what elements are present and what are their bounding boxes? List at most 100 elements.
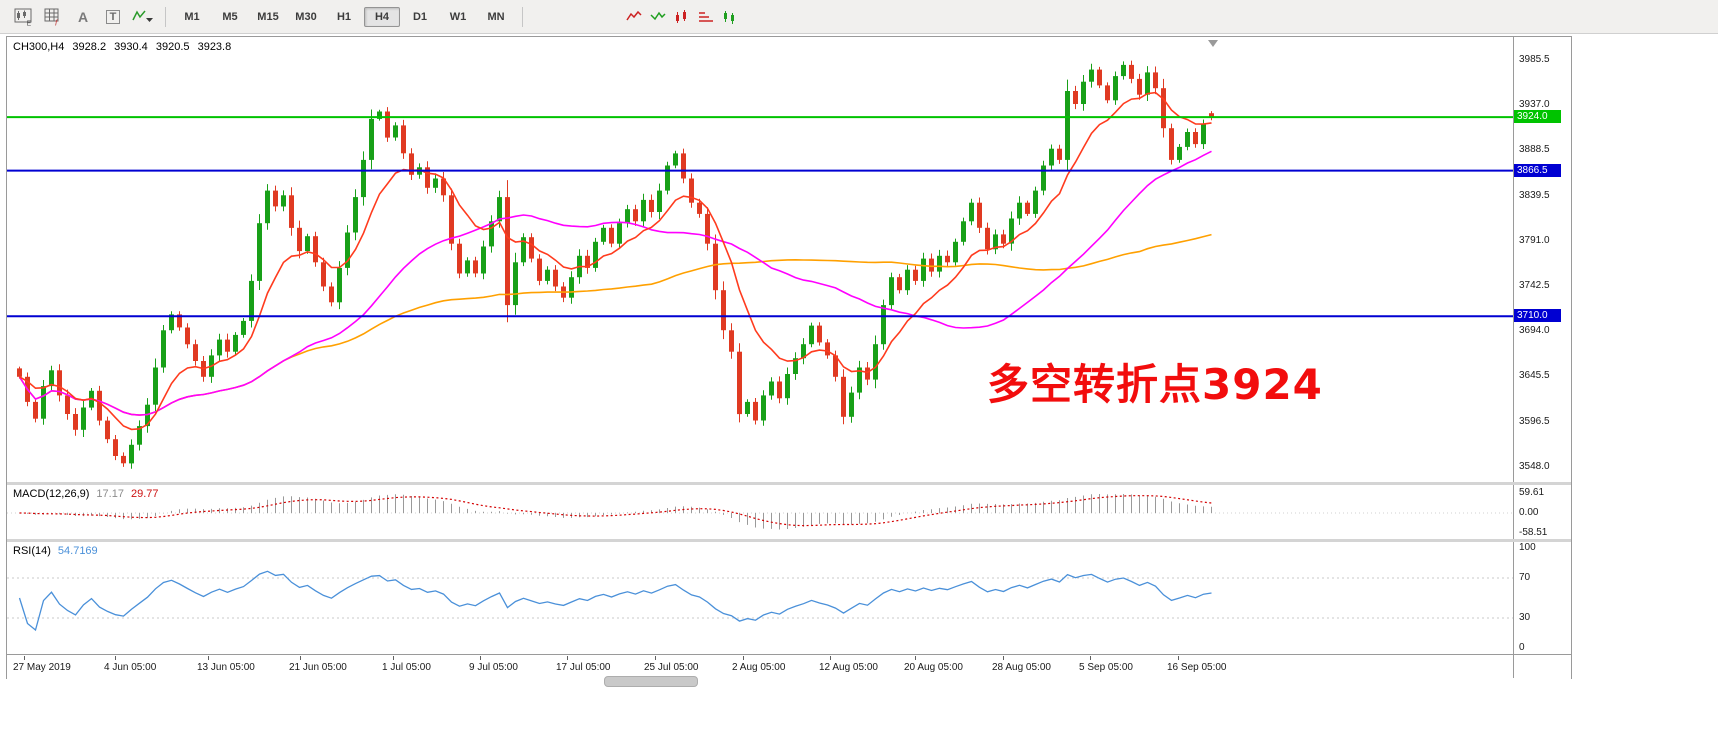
time-axis-label: 1 Jul 05:00: [382, 662, 431, 673]
symbol-ohlc-readout: CH300,H4 3928.2 3930.4 3920.5 3923.8: [13, 41, 236, 53]
label-tool-glyph: A: [77, 8, 89, 25]
periods-dropdown-icon[interactable]: [129, 4, 157, 30]
time-tick: [830, 656, 831, 660]
rsi-name: RSI(14): [13, 545, 51, 557]
time-axis-label: 16 Sep 05:00: [1167, 662, 1227, 673]
macd-pane[interactable]: MACD(12,26,9) 17.17 29.77: [7, 485, 1513, 539]
indicators-icon[interactable]: f: [39, 4, 67, 30]
time-axis-label: 9 Jul 05:00: [469, 662, 518, 673]
pane-separator-macd[interactable]: [7, 482, 1571, 485]
chart-window: CH300,H4 3928.2 3930.4 3920.5 3923.8 多空转…: [6, 36, 1572, 679]
toolbar-separator: [165, 6, 166, 27]
timeframe-button-mn[interactable]: MN: [487, 10, 505, 23]
timeframe-button-w1[interactable]: W1: [449, 10, 467, 23]
rsi-pane[interactable]: RSI(14) 54.7169: [7, 542, 1513, 654]
timeframe-button-h4[interactable]: H4: [364, 6, 400, 27]
price-scale-label: 3888.5: [1519, 144, 1550, 155]
ohlc-close: 3923.8: [197, 41, 232, 53]
rsi-scale-label: 100: [1519, 542, 1536, 553]
time-tick: [1178, 656, 1179, 660]
macd-canvas[interactable]: [7, 485, 1513, 539]
time-tick: [393, 656, 394, 660]
rsi-scale-label: 0: [1519, 642, 1525, 653]
rsi-scale-label: 30: [1519, 612, 1531, 623]
price-scale-label: 3548.0: [1519, 461, 1550, 472]
macd-name: MACD(12,26,9): [13, 488, 90, 500]
time-axis-label: 21 Jun 05:00: [289, 662, 347, 673]
time-axis-label: 12 Aug 05:00: [819, 662, 878, 673]
timeframe-group: M1 M5 M15 M30 H1 H4 D1 W1 MN: [173, 6, 515, 27]
macd-label: MACD(12,26,9) 17.17 29.77: [13, 488, 158, 500]
text-tool-icon[interactable]: T: [99, 4, 127, 30]
main-price-pane[interactable]: CH300,H4 3928.2 3930.4 3920.5 3923.8 多空转…: [7, 37, 1513, 482]
timeframe-button-m1[interactable]: M1: [184, 10, 200, 23]
price-scale-label: 3694.0: [1519, 325, 1550, 336]
time-axis-label: 27 May 2019: [13, 662, 71, 673]
rsi-scale-label: 70: [1519, 572, 1531, 583]
time-axis-label: 2 Aug 05:00: [732, 662, 786, 673]
time-tick: [915, 656, 916, 660]
time-axis-label: 5 Sep 05:00: [1079, 662, 1133, 673]
label-tool-icon[interactable]: A: [69, 4, 97, 30]
price-scale-label: 3985.5: [1519, 54, 1550, 65]
price-line-badge: 3924.0: [1514, 110, 1561, 123]
annotation-text: 多空转折点3924: [987, 360, 1323, 409]
candlestick-canvas[interactable]: [7, 37, 1513, 482]
time-tick: [743, 656, 744, 660]
rsi-value: 54.7169: [57, 545, 98, 557]
toolbar-chart-tools-group: E f A T: [8, 4, 158, 30]
symbol-label: CH300,H4: [13, 41, 65, 53]
svg-text:f: f: [55, 18, 58, 26]
time-tick: [208, 656, 209, 660]
chart-window-icon[interactable]: E: [9, 4, 37, 30]
quick-indicators-group: [622, 4, 742, 30]
timeframe-button-m15[interactable]: M15: [257, 10, 279, 23]
price-scale[interactable]: 3985.5 3937.0 3888.5 3839.5 3791.0 3742.5 3694…: [1513, 37, 1571, 678]
time-tick: [480, 656, 481, 660]
macd-main-value: 17.17: [96, 488, 124, 500]
time-tick: [300, 656, 301, 660]
price-scale-label: 3645.5: [1519, 370, 1550, 381]
price-scale-label: 3791.0: [1519, 235, 1550, 246]
time-axis-label: 28 Aug 05:00: [992, 662, 1051, 673]
time-axis[interactable]: 27 May 2019 4 Jun 05:00 13 Jun 05:00 21 Jun…: [7, 654, 1571, 679]
toolbar: E f A T: [0, 0, 1718, 34]
price-line-badge: 3866.5: [1514, 164, 1561, 177]
time-tick: [24, 656, 25, 660]
time-axis-label: 13 Jun 05:00: [197, 662, 255, 673]
time-tick: [567, 656, 568, 660]
pane-separator-rsi[interactable]: [7, 539, 1571, 542]
time-axis-label: 17 Jul 05:00: [556, 662, 611, 673]
timeframe-button-m30[interactable]: M30: [295, 10, 317, 23]
quick-indicator-green-candles-icon[interactable]: [719, 4, 741, 30]
scrollbar-thumb[interactable]: [604, 676, 698, 687]
timeframe-button-m5[interactable]: M5: [222, 10, 238, 23]
rsi-canvas[interactable]: [7, 542, 1513, 654]
quick-indicator-red-bars-icon[interactable]: [695, 4, 717, 30]
time-axis-label: 20 Aug 05:00: [904, 662, 963, 673]
toolbar-separator: [522, 6, 523, 27]
time-tick: [1003, 656, 1004, 660]
time-axis-label: 4 Jun 05:00: [104, 662, 157, 673]
ohlc-high: 3930.4: [114, 41, 148, 53]
quick-indicator-red-candles-icon[interactable]: [671, 4, 693, 30]
timeframe-button-h1[interactable]: H1: [336, 10, 352, 23]
price-scale-label: 3742.5: [1519, 280, 1550, 291]
ohlc-low: 3920.5: [155, 41, 190, 53]
time-tick: [655, 656, 656, 660]
time-axis-label: 25 Jul 05:00: [644, 662, 699, 673]
quick-indicator-red-zigzag-icon[interactable]: [623, 4, 645, 30]
macd-scale-label: -58.51: [1519, 527, 1548, 538]
timeframe-button-d1[interactable]: D1: [412, 10, 428, 23]
svg-text:E: E: [27, 20, 32, 26]
ohlc-open: 3928.2: [72, 41, 107, 53]
quick-indicator-green-zigzag-icon[interactable]: [647, 4, 669, 30]
macd-scale-label: 59.61: [1519, 487, 1545, 498]
price-scale-label: 3937.0: [1519, 99, 1550, 110]
time-tick: [115, 656, 116, 660]
price-scale-label: 3839.5: [1519, 190, 1550, 201]
price-line-badge: 3710.0: [1514, 309, 1561, 322]
macd-signal-value: 29.77: [130, 488, 159, 500]
macd-scale-label: 0.00: [1519, 507, 1539, 518]
